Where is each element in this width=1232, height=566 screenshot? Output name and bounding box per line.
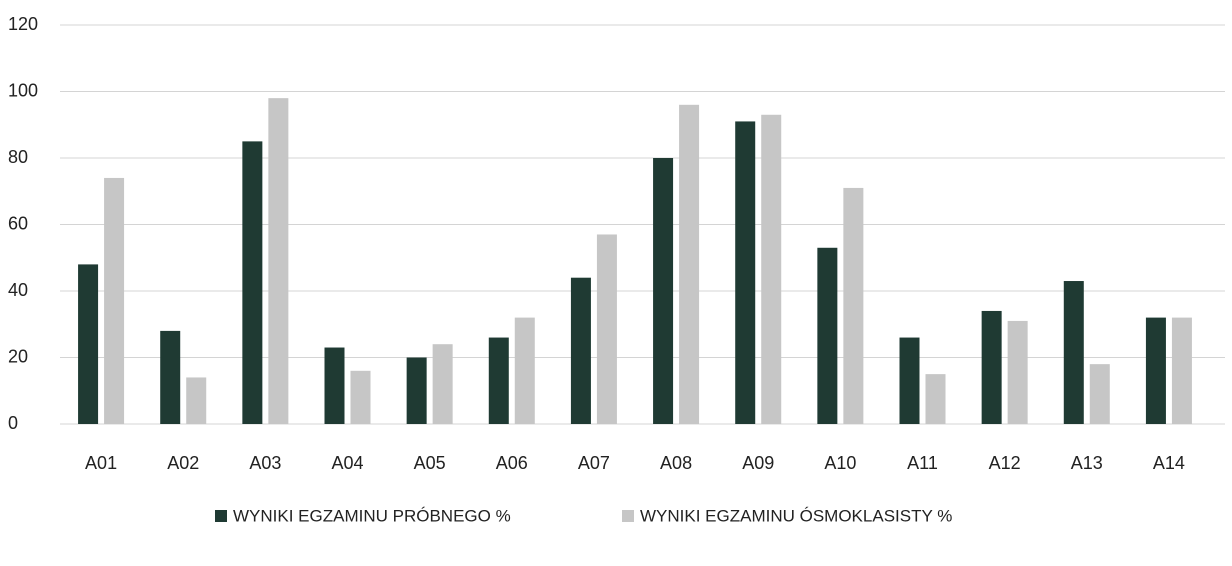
bar bbox=[324, 347, 345, 424]
bar bbox=[679, 104, 700, 425]
bar bbox=[899, 337, 920, 424]
x-tick-label: A05 bbox=[414, 453, 446, 473]
x-tick-label: A10 bbox=[824, 453, 856, 473]
y-tick-label: 60 bbox=[8, 213, 28, 233]
bar bbox=[653, 158, 674, 424]
bar bbox=[735, 121, 756, 425]
bar bbox=[981, 310, 1002, 424]
x-tick-label: A02 bbox=[167, 453, 199, 473]
x-tick-label: A07 bbox=[578, 453, 610, 473]
y-tick-label: 0 bbox=[8, 413, 18, 433]
x-tick-label: A01 bbox=[85, 453, 117, 473]
bar bbox=[432, 344, 453, 424]
x-tick-label: A06 bbox=[496, 453, 528, 473]
legend-swatch bbox=[622, 510, 634, 522]
legend-label: WYNIKI EGZAMINU PRÓBNEGO % bbox=[233, 506, 511, 525]
bar bbox=[1007, 320, 1028, 424]
bar bbox=[488, 337, 509, 424]
bar bbox=[104, 177, 125, 424]
bar bbox=[268, 98, 289, 425]
bar bbox=[514, 317, 535, 424]
bar bbox=[1089, 364, 1110, 424]
x-tick-label: A11 bbox=[907, 453, 938, 473]
x-tick-label: A14 bbox=[1153, 453, 1185, 473]
legend-label: WYNIKI EGZAMINU ÓSMOKLASISTY % bbox=[640, 506, 952, 525]
bar bbox=[186, 377, 207, 424]
bar bbox=[406, 357, 427, 424]
bar bbox=[78, 264, 99, 424]
bar bbox=[1063, 281, 1084, 424]
x-tick-label: A08 bbox=[660, 453, 692, 473]
bar bbox=[596, 234, 617, 424]
bar bbox=[925, 374, 946, 424]
y-tick-label: 80 bbox=[8, 147, 28, 167]
bar bbox=[242, 141, 263, 424]
bar bbox=[1145, 317, 1166, 424]
bar bbox=[160, 330, 181, 424]
bar bbox=[570, 277, 591, 424]
y-tick-label: 20 bbox=[8, 346, 28, 366]
x-tick-label: A12 bbox=[989, 453, 1021, 473]
bar bbox=[350, 370, 371, 424]
x-tick-label: A13 bbox=[1071, 453, 1103, 473]
bar bbox=[1171, 317, 1192, 424]
legend-swatch bbox=[215, 510, 227, 522]
y-tick-label: 40 bbox=[8, 280, 28, 300]
x-tick-label: A09 bbox=[742, 453, 774, 473]
bar bbox=[817, 247, 838, 424]
y-tick-label: 120 bbox=[8, 14, 38, 34]
x-tick-label: A04 bbox=[331, 453, 363, 473]
bar bbox=[843, 187, 864, 424]
bar bbox=[761, 114, 782, 425]
y-tick-label: 100 bbox=[8, 80, 38, 100]
x-tick-label: A03 bbox=[249, 453, 281, 473]
